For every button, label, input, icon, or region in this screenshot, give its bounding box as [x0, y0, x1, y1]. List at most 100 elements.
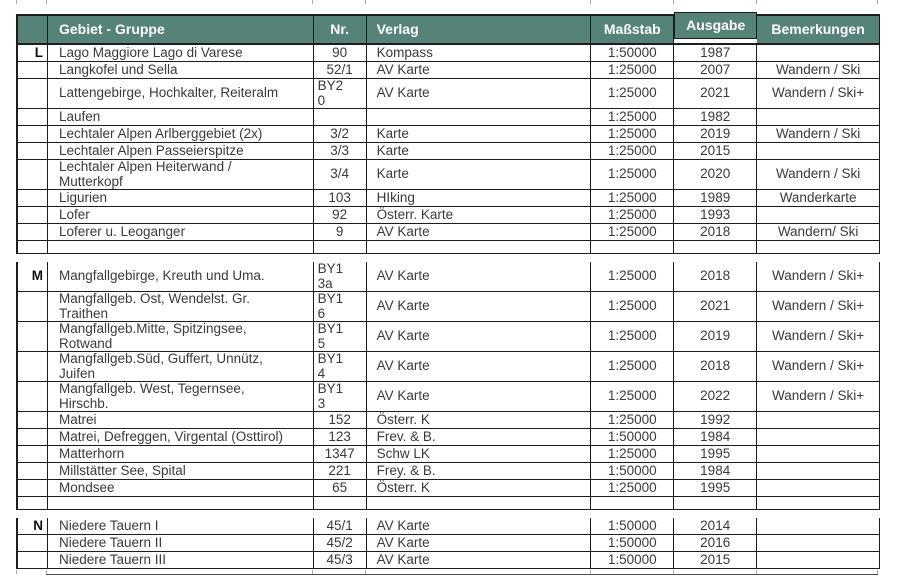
cell-ausgabe: 2019: [674, 322, 758, 351]
cell-text: Lechtaler Alpen Passeierspitze: [58, 142, 244, 158]
cell-empty: [48, 497, 314, 509]
table-row: Mondsee 65 Österr. K 1:25000 1995: [16, 480, 880, 497]
cell-massstab: 1:50000: [591, 552, 675, 568]
cell-text: 45/1: [326, 517, 353, 533]
cell-bemerkungen: [757, 429, 879, 445]
cell-nr: 1347: [314, 446, 367, 462]
cell-letter: [18, 190, 48, 206]
cell-gebiet: Mangfallgeb.Mitte, Spitzingsee, Rotwand: [48, 321, 314, 351]
tick-mark: [16, 570, 17, 574]
cell-text: 1:50000: [607, 517, 657, 533]
cell-text: 1:50000: [607, 534, 657, 550]
cell-text: 90: [332, 44, 348, 60]
cell-text: AV Karte: [376, 85, 430, 101]
cell-nr: 90: [314, 45, 367, 61]
cell-text: Mangfallgeb.Mitte, Spitzingsee, Rotwand: [58, 321, 247, 351]
cell-text: Niedere Tauern III: [58, 551, 167, 567]
cell-verlag: AV Karte: [367, 352, 592, 381]
row-gap: [16, 510, 880, 518]
cell-bemerkungen: Wandern / Ski+: [757, 262, 879, 291]
column-header-label: Verlag: [376, 21, 419, 38]
cell-empty: [674, 497, 758, 509]
cell-massstab: 1:50000: [591, 463, 675, 479]
cell-text: 1:50000: [607, 428, 657, 444]
cell-massstab: 1:25000: [591, 480, 675, 496]
cell-text: AV Karte: [376, 358, 430, 374]
cell-text: Mondsee: [58, 479, 115, 495]
cell-text: Lechtaler Alpen Heiterwand / Mutterkopf: [58, 159, 232, 189]
cell-letter: L: [18, 45, 48, 61]
cell-verlag: Schw LK: [367, 446, 592, 462]
cell-letter: [18, 463, 48, 479]
cell-ausgabe: 2015: [674, 552, 758, 568]
cell-empty: [674, 241, 758, 253]
cell-massstab: 1:25000: [591, 292, 675, 321]
cell-text: AV Karte: [376, 298, 430, 314]
cell-bemerkungen: Wandern/ Ski: [757, 224, 879, 240]
cell-letter: [18, 322, 48, 351]
cell-letter: [18, 429, 48, 445]
cell-verlag: Österr. K: [367, 480, 592, 496]
cell-bemerkungen: Wandern / Ski+: [757, 352, 879, 381]
cell-text: 2007: [700, 61, 731, 77]
cell-text: 1995: [700, 479, 731, 495]
cell-gebiet: Laufen: [48, 109, 314, 125]
cell-text: Niedere Tauern II: [58, 534, 163, 550]
cell-text: 123: [328, 428, 351, 444]
cell-text: Frev. & B.: [376, 428, 436, 444]
cell-text: Wandern / Ski+: [771, 268, 865, 284]
cell-verlag: Österr. Karte: [367, 207, 592, 223]
table-row: Mangfallgeb. Ost, Wendelst. Gr. Traithen…: [16, 291, 880, 322]
cell-gebiet: Lattengebirge, Hochkalter, Reiteralm: [48, 79, 314, 108]
cell-ausgabe: 1995: [674, 479, 758, 496]
cell-text: Lago Maggiore Lago di Varese: [58, 44, 243, 60]
cell-text: Lattengebirge, Hochkalter, Reiteralm: [58, 85, 279, 101]
cell-text: AV Karte: [376, 268, 430, 284]
cell-text: Kompass: [376, 44, 433, 60]
cell-text: 1989: [700, 189, 731, 205]
cell-text: Matrei, Defreggen, Virgental (Osttirol): [58, 428, 284, 444]
cell-text: Lechtaler Alpen Arlberggebiet (2x): [58, 125, 263, 141]
cell-text: Frey. & B.: [376, 462, 436, 478]
cell-ausgabe: 1992: [674, 412, 758, 428]
cell-nr: 152: [314, 412, 367, 428]
section-letter: M: [31, 268, 43, 284]
cell-text: 1982: [700, 108, 731, 124]
tick-mark: [590, 0, 591, 4]
cell-massstab: 1:25000: [591, 109, 675, 125]
cell-nr: 45/2: [314, 535, 367, 551]
cell-text: 1:25000: [607, 166, 657, 182]
cell-ausgabe: 2022: [674, 382, 758, 411]
table-row: Niedere Tauern III 45/3 AV Karte 1:50000 201…: [16, 552, 880, 569]
cell-bemerkungen: [757, 480, 879, 496]
cell-ausgabe: 2007: [674, 61, 758, 78]
cell-nr: 45/3: [314, 552, 367, 568]
cell-text: BY1 3: [317, 381, 344, 411]
cell-text: Österr. K: [376, 411, 430, 427]
cell-gebiet: Niedere Tauern III: [48, 552, 314, 568]
table-row: Millstätter See, Spital 221 Frey. & B. 1:50…: [16, 463, 880, 480]
table-row: Loferer u. Leoganger 9 AV Karte 1:25000 2018…: [16, 224, 880, 241]
cell-bemerkungen: [757, 552, 879, 568]
cell-text: AV Karte: [376, 388, 430, 404]
cell-text: 1987: [700, 44, 731, 60]
cell-empty: [48, 241, 314, 253]
cell-empty: [18, 241, 48, 253]
cell-ausgabe: 1984: [674, 463, 758, 479]
tick-mark: [756, 0, 757, 4]
cell-ausgabe: 2018: [674, 262, 758, 291]
cell-letter: [18, 62, 48, 78]
cell-text: 2014: [700, 517, 731, 533]
cell-massstab: 1:25000: [591, 143, 675, 159]
cell-letter: M: [18, 262, 48, 291]
cell-verlag: Karte: [367, 126, 592, 142]
cell-ausgabe: 2018: [674, 224, 758, 240]
cell-text: Niedere Tauern I: [58, 517, 159, 533]
tick-mark: [673, 0, 674, 4]
cell-letter: [18, 412, 48, 428]
cell-text: 1:25000: [607, 388, 657, 404]
column-header-gebiet: Gebiet - Gruppe: [47, 16, 314, 43]
cell-empty: [314, 241, 367, 253]
cell-gebiet: Mangfallgebirge, Kreuth und Uma.: [48, 262, 314, 291]
cell-letter: [18, 224, 48, 240]
